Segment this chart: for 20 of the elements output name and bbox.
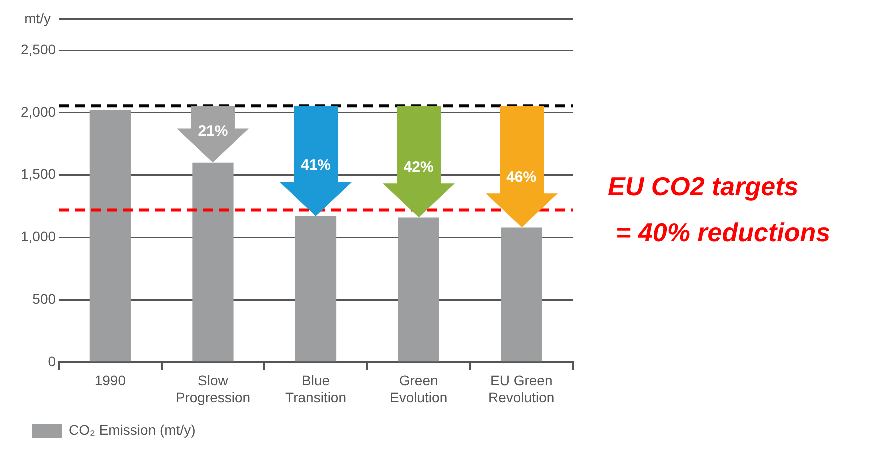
x-tick-label: Green Evolution — [390, 372, 448, 406]
y-tick-label: 500 — [32, 290, 56, 307]
y-tick-label: 1,000 — [20, 228, 56, 245]
bar — [90, 110, 131, 362]
legend-label: CO₂ Emission (mt/y) — [69, 422, 196, 438]
y-tick-label: 0 — [48, 353, 56, 370]
x-tick-label: EU Green Revolution — [488, 372, 555, 406]
annotation: 41% — [300, 156, 332, 176]
y-tick-label: 2,500 — [20, 41, 56, 58]
x-tick-label: Slow Progression — [176, 372, 251, 406]
x-tick-label: 1990 — [94, 372, 126, 389]
annotation: 42% — [402, 158, 435, 178]
annotation: 21% — [197, 122, 230, 142]
y-tick-label: 1,500 — [20, 166, 56, 182]
annotation: 46% — [506, 168, 538, 188]
text: = 40% reductions — [616, 217, 831, 248]
text: EU CO2 targets — [608, 171, 799, 202]
y-axis-title: mt/y — [24, 10, 52, 26]
y-tick-label: 2,000 — [20, 104, 56, 120]
x-tick-label: Blue Transition — [286, 372, 346, 406]
